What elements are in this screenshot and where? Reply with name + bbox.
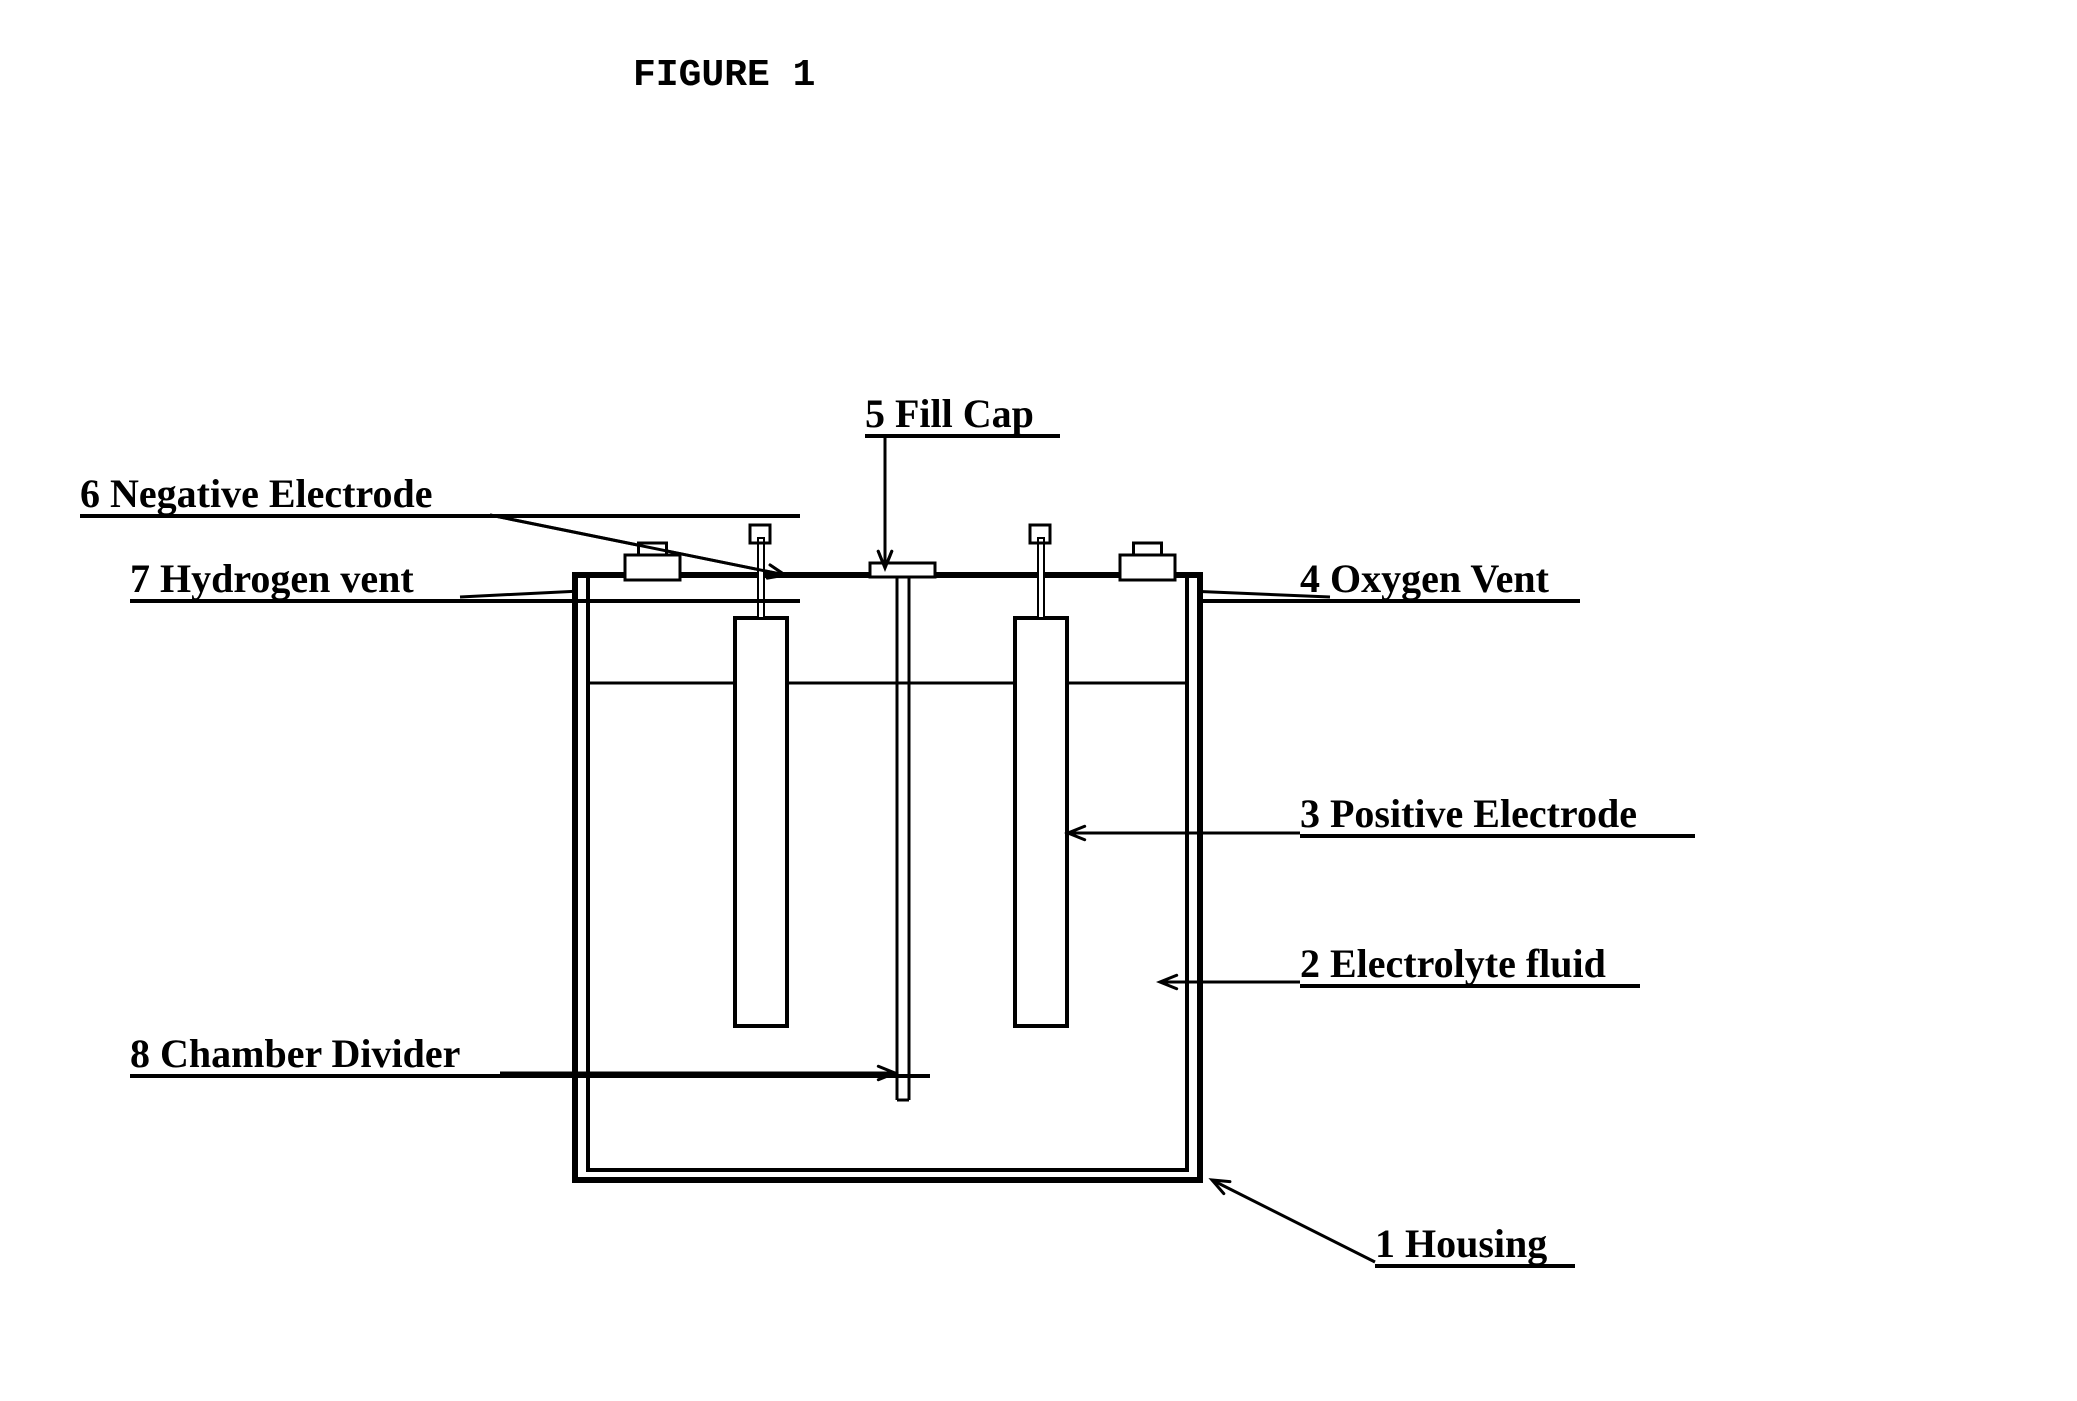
- label-electrolyte: 2 Electrolyte fluid: [1300, 940, 1606, 987]
- label-chamber-divider: 8 Chamber Divider: [130, 1030, 460, 1077]
- underline-fill-cap: [865, 434, 1060, 438]
- label-fill-cap: 5 Fill Cap: [865, 390, 1034, 437]
- underline-neg-electrode: [80, 514, 800, 518]
- underline-housing: [1375, 1264, 1575, 1268]
- electrolysis-diagram: FIGURE 1 5 Fill Cap6 Negative Electrode7…: [0, 0, 2077, 1401]
- underline-electrolyte: [1300, 984, 1640, 988]
- label-hydrogen-vent: 7 Hydrogen vent: [130, 555, 414, 602]
- underline-pos-electrode: [1300, 834, 1695, 838]
- label-pos-electrode: 3 Positive Electrode: [1300, 790, 1637, 837]
- label-neg-electrode: 6 Negative Electrode: [80, 470, 432, 517]
- underline-oxygen-vent: [1197, 599, 1580, 603]
- underline-hydrogen-vent: [130, 599, 800, 603]
- label-housing: 1 Housing: [1375, 1220, 1547, 1267]
- underline-chamber-divider: [130, 1074, 930, 1078]
- diagram-svg: [0, 0, 2077, 1401]
- label-oxygen-vent: 4 Oxygen Vent: [1300, 555, 1549, 602]
